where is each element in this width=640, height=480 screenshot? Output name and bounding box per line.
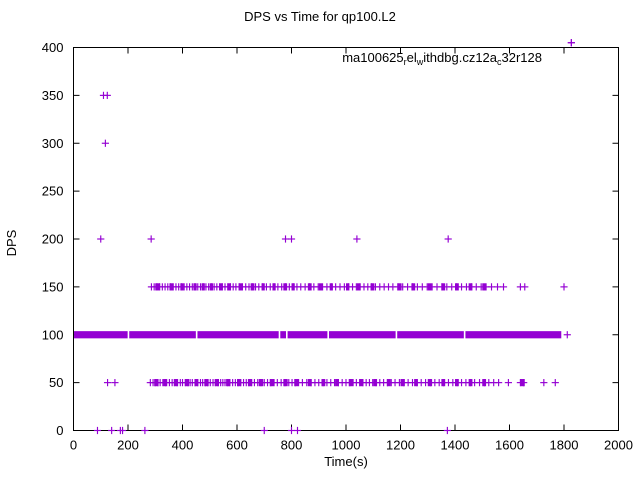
x-tick-label: 600 <box>226 438 248 453</box>
x-tick-label: 400 <box>172 438 194 453</box>
legend-entry-label: ma100625relwithdbg.cz12ac32r128 <box>342 50 542 67</box>
cluster-fill <box>356 283 361 291</box>
cluster-fill <box>370 283 375 291</box>
cluster-fill <box>155 283 161 291</box>
cluster-fill <box>307 379 312 387</box>
cluster-fill <box>291 283 295 291</box>
y-tick-label: 300 <box>42 136 64 151</box>
cluster-fill <box>185 379 190 387</box>
y-tick-label: 50 <box>49 375 63 390</box>
cluster-fill <box>455 379 459 387</box>
cluster-fill <box>237 379 241 387</box>
cluster-fill <box>194 379 199 387</box>
x-tick-label: 200 <box>117 438 139 453</box>
cluster-fill <box>427 283 432 291</box>
cluster-fill <box>397 283 402 291</box>
cluster-fill <box>441 283 446 291</box>
cluster-fill <box>193 283 197 291</box>
cluster-fill <box>348 379 353 387</box>
band-gap <box>127 330 130 339</box>
y-axis-title: DPS <box>4 229 19 256</box>
legend: ma100625relwithdbg.cz12ac32r128 <box>342 39 575 67</box>
cluster-fill <box>174 379 179 387</box>
cluster-fill <box>215 379 220 387</box>
cluster-fill <box>482 379 487 387</box>
chart-title: DPS vs Time for qp100.L2 <box>244 9 396 24</box>
band-gap <box>278 330 281 339</box>
cluster-fill <box>238 283 243 291</box>
y-tick-label: 250 <box>42 184 64 199</box>
band-gap <box>327 330 330 339</box>
cluster-fill <box>201 283 205 291</box>
cluster-fill <box>258 379 264 387</box>
cluster-fill <box>441 379 446 387</box>
y-tick-label: 400 <box>42 40 64 55</box>
cluster-fill <box>204 379 209 387</box>
cluster-fill <box>482 283 486 291</box>
cluster-fill <box>247 379 252 387</box>
cluster-fill <box>163 379 168 387</box>
cluster-fill <box>283 379 288 387</box>
cluster-fill <box>219 283 223 291</box>
cluster-fill <box>414 379 418 387</box>
cluster-fill <box>321 379 326 387</box>
cluster-fill <box>400 379 405 387</box>
cluster-fill <box>250 283 255 291</box>
x-tick-label: 800 <box>281 438 303 453</box>
x-tick-label: 1000 <box>332 438 361 453</box>
band-gap <box>195 330 198 339</box>
y-tick-label: 350 <box>42 88 64 103</box>
y-axis-ticks: 0 50 100 150 200 250 300 350 400 <box>42 40 619 438</box>
cluster-fill <box>468 379 473 387</box>
x-axis-title: Time(s) <box>324 454 368 469</box>
y-tick-label: 100 <box>42 327 64 342</box>
cluster-fill <box>180 283 184 291</box>
cluster-fill <box>269 379 274 387</box>
cluster-fill <box>359 379 364 387</box>
x-tick-label: 0 <box>70 438 77 453</box>
x-tick-label: 1200 <box>386 438 415 453</box>
cluster-fill <box>346 283 350 291</box>
y-tick-label: 200 <box>42 232 64 247</box>
x-axis-ticks: 0 200 400 600 800 1000 1200 1400 1600 1800 2000 <box>70 47 633 453</box>
y-tick-label: 0 <box>56 423 63 438</box>
cluster-fill <box>329 283 333 291</box>
x-tick-label: 1800 <box>550 438 579 453</box>
cluster-fill <box>294 379 299 387</box>
cluster-fill <box>455 283 459 291</box>
x-tick-label: 2000 <box>604 438 633 453</box>
x-tick-label: 1600 <box>495 438 524 453</box>
cluster-fill <box>427 379 433 387</box>
cluster-fill <box>520 379 525 387</box>
dense-data-band <box>74 331 562 339</box>
cluster-fill <box>283 283 288 291</box>
cluster-fill <box>318 283 323 291</box>
cluster-fill <box>307 283 312 291</box>
cluster-fill <box>373 379 378 387</box>
band-gap <box>395 330 398 339</box>
y-tick-label: 150 <box>42 279 64 294</box>
cluster-fill <box>227 283 232 291</box>
data-points-layer <box>74 39 575 435</box>
cluster-fill <box>386 379 391 387</box>
cluster-fill <box>335 379 339 387</box>
cluster-fill <box>209 283 214 291</box>
cluster-fill <box>169 283 174 291</box>
cluster-fill <box>226 379 230 387</box>
cluster-fill <box>468 283 473 291</box>
band-gap <box>285 330 288 339</box>
cluster-fill <box>261 283 265 291</box>
cluster-fill <box>411 283 416 291</box>
cluster-fill <box>154 379 159 387</box>
x-tick-label: 1400 <box>441 438 470 453</box>
band-gap <box>463 330 466 339</box>
cluster-fill <box>272 283 276 291</box>
